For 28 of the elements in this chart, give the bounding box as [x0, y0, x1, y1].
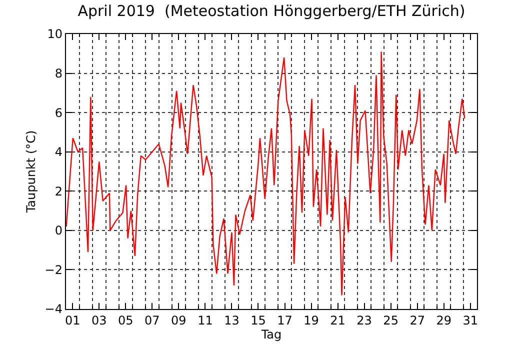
x-tick-label: 03: [92, 314, 107, 328]
x-tick-label: 11: [198, 314, 213, 328]
y-tick-label: 0: [54, 224, 62, 238]
x-tick-label: 07: [144, 314, 160, 328]
y-tick-label: 4: [54, 145, 62, 160]
x-tick-label: 29: [436, 314, 452, 328]
y-tick-label: 6: [54, 106, 62, 120]
x-tick-label: 13: [224, 314, 240, 328]
x-tick-label: 17: [277, 314, 292, 328]
y-tick-label: 2: [54, 184, 62, 198]
x-tick-label: 27: [410, 314, 425, 328]
x-tick-label: 05: [118, 314, 134, 328]
x-tick-label: 25: [383, 314, 398, 328]
x-tick-label: 21: [330, 314, 346, 328]
y-tick-label: −2: [44, 262, 62, 277]
y-tick-label: 8: [54, 66, 62, 80]
x-axis-title: Tag: [260, 328, 282, 342]
y-axis-title: Taupunkt (°C): [24, 130, 38, 214]
y-tick-label: 10: [47, 27, 62, 42]
x-tick-label: 23: [356, 314, 372, 328]
x-tick-label: 09: [171, 314, 186, 328]
x-tick-label: 19: [304, 314, 319, 328]
x-tick-label: 15: [250, 314, 266, 328]
x-tick-label: 31: [462, 314, 478, 328]
chart-title: April 2019 (Meteostation Hönggerberg/ETH Zürich): [78, 2, 466, 20]
y-tick-label: −4: [44, 302, 62, 316]
line-series: [66, 51, 466, 296]
x-tick-label: 01: [64, 314, 80, 328]
